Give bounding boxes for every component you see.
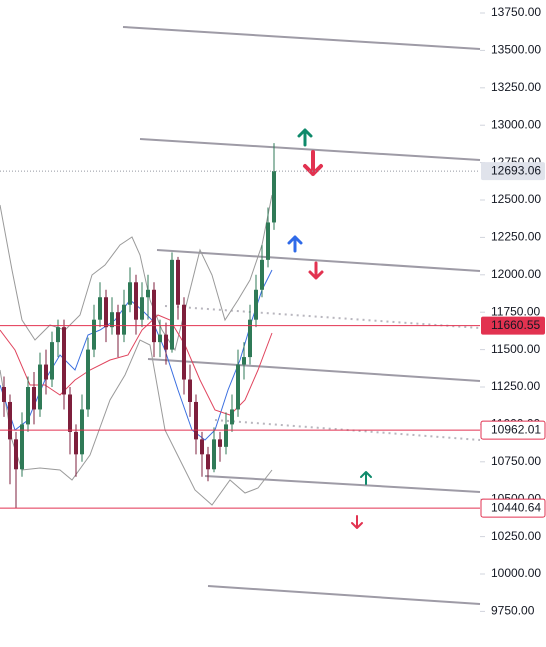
y-tick-label: 13000.00 xyxy=(491,117,541,131)
candle-body xyxy=(56,327,60,343)
candle-body xyxy=(80,409,84,455)
candle-body xyxy=(26,387,30,425)
candle-body xyxy=(2,387,6,402)
candle-body xyxy=(20,424,24,470)
y-tick-label: 11750.00 xyxy=(491,304,540,318)
bands xyxy=(0,194,273,506)
candle-body xyxy=(218,439,222,447)
candle-body xyxy=(62,327,66,395)
arrows xyxy=(287,128,372,529)
candle-body xyxy=(32,387,36,410)
candle-body xyxy=(242,357,246,365)
candle-body xyxy=(254,289,258,320)
candle-body xyxy=(152,289,156,343)
y-tick-label: 13250.00 xyxy=(491,80,541,94)
candle-body xyxy=(128,282,132,305)
candle-body xyxy=(116,312,120,335)
candle-body xyxy=(104,297,108,328)
candle-body xyxy=(164,334,168,350)
price-label: 11660.55 xyxy=(491,318,540,332)
candle-body xyxy=(266,222,270,260)
price-label-box xyxy=(481,316,545,335)
candle-body xyxy=(134,282,138,320)
candle-body xyxy=(176,259,180,305)
trend-lines xyxy=(122,26,481,605)
candle-body xyxy=(44,364,48,380)
price-label-box xyxy=(480,420,546,440)
candle-body xyxy=(170,259,174,350)
candle-body xyxy=(68,394,72,432)
y-tick-label: 11500.00 xyxy=(491,342,540,356)
candle-body xyxy=(188,379,192,402)
candle-body xyxy=(212,439,216,470)
price-label-box xyxy=(481,162,545,181)
candle-body xyxy=(158,334,162,343)
candle-body xyxy=(74,431,78,455)
candle-body xyxy=(272,171,276,223)
y-tick-label: 13500.00 xyxy=(491,43,541,57)
dotted-trend-lines xyxy=(164,305,481,441)
candle-body xyxy=(122,304,126,335)
candle-body xyxy=(92,319,96,350)
y-tick-label: 13750.00 xyxy=(491,5,541,19)
price-label: 10440.64 xyxy=(491,500,541,514)
candle-body xyxy=(236,364,240,410)
candle-body xyxy=(140,297,144,320)
candle-body xyxy=(86,349,90,410)
y-tick-label: 10250.00 xyxy=(491,529,541,543)
y-tick-label: 9750.00 xyxy=(491,604,535,618)
candle-body xyxy=(98,297,102,320)
candle-body xyxy=(110,312,114,328)
candle-body xyxy=(248,319,252,358)
y-tick-label: 12250.00 xyxy=(491,230,541,244)
y-tick-label: 10750.00 xyxy=(491,454,541,468)
price-label: 10962.01 xyxy=(491,422,541,436)
y-tick-label: 12500.00 xyxy=(491,192,541,206)
candle-body xyxy=(260,259,264,290)
candle-body xyxy=(50,342,54,380)
y-tick-label: 12000.00 xyxy=(491,267,541,281)
candle-body xyxy=(194,401,198,440)
candle-body xyxy=(182,304,186,380)
candle-body xyxy=(14,439,18,470)
price-label-box xyxy=(480,498,546,518)
candle-body xyxy=(200,439,204,455)
candle-body xyxy=(8,401,12,440)
y-tick-label: 10000.00 xyxy=(491,566,541,580)
candle-body xyxy=(230,409,234,425)
candle-body xyxy=(224,424,228,447)
candle-body xyxy=(206,454,210,470)
y-tick-label: 11250.00 xyxy=(491,379,540,393)
price-label: 12693.06 xyxy=(491,163,541,177)
candle-body xyxy=(146,289,150,298)
candle-body xyxy=(38,364,42,410)
